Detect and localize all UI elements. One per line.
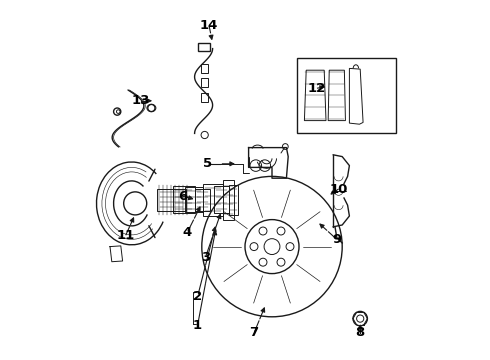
Bar [202, 184, 222, 216]
Text: 10: 10 [329, 183, 348, 195]
Text: 1: 1 [193, 319, 202, 332]
Text: 13: 13 [131, 94, 150, 107]
Text: 8: 8 [356, 327, 365, 339]
Bar [185, 187, 203, 212]
Bar [222, 180, 234, 220]
Text: 11: 11 [116, 229, 135, 242]
Text: 12: 12 [308, 82, 326, 95]
Bar [215, 186, 229, 213]
Bar [198, 43, 210, 51]
Text: 9: 9 [332, 233, 342, 246]
Bar [196, 189, 210, 211]
Bar [157, 189, 186, 211]
Bar [229, 185, 238, 215]
Text: 3: 3 [201, 251, 210, 264]
Text: 4: 4 [183, 226, 192, 239]
Bar [201, 78, 208, 87]
Text: 2: 2 [193, 291, 202, 303]
Bar [201, 93, 208, 102]
Text: 6: 6 [178, 190, 187, 203]
Bar [297, 58, 396, 133]
Bar [173, 186, 195, 213]
Text: 7: 7 [249, 327, 259, 339]
Text: 5: 5 [203, 157, 212, 170]
Text: 14: 14 [200, 19, 218, 32]
Bar [201, 64, 208, 73]
